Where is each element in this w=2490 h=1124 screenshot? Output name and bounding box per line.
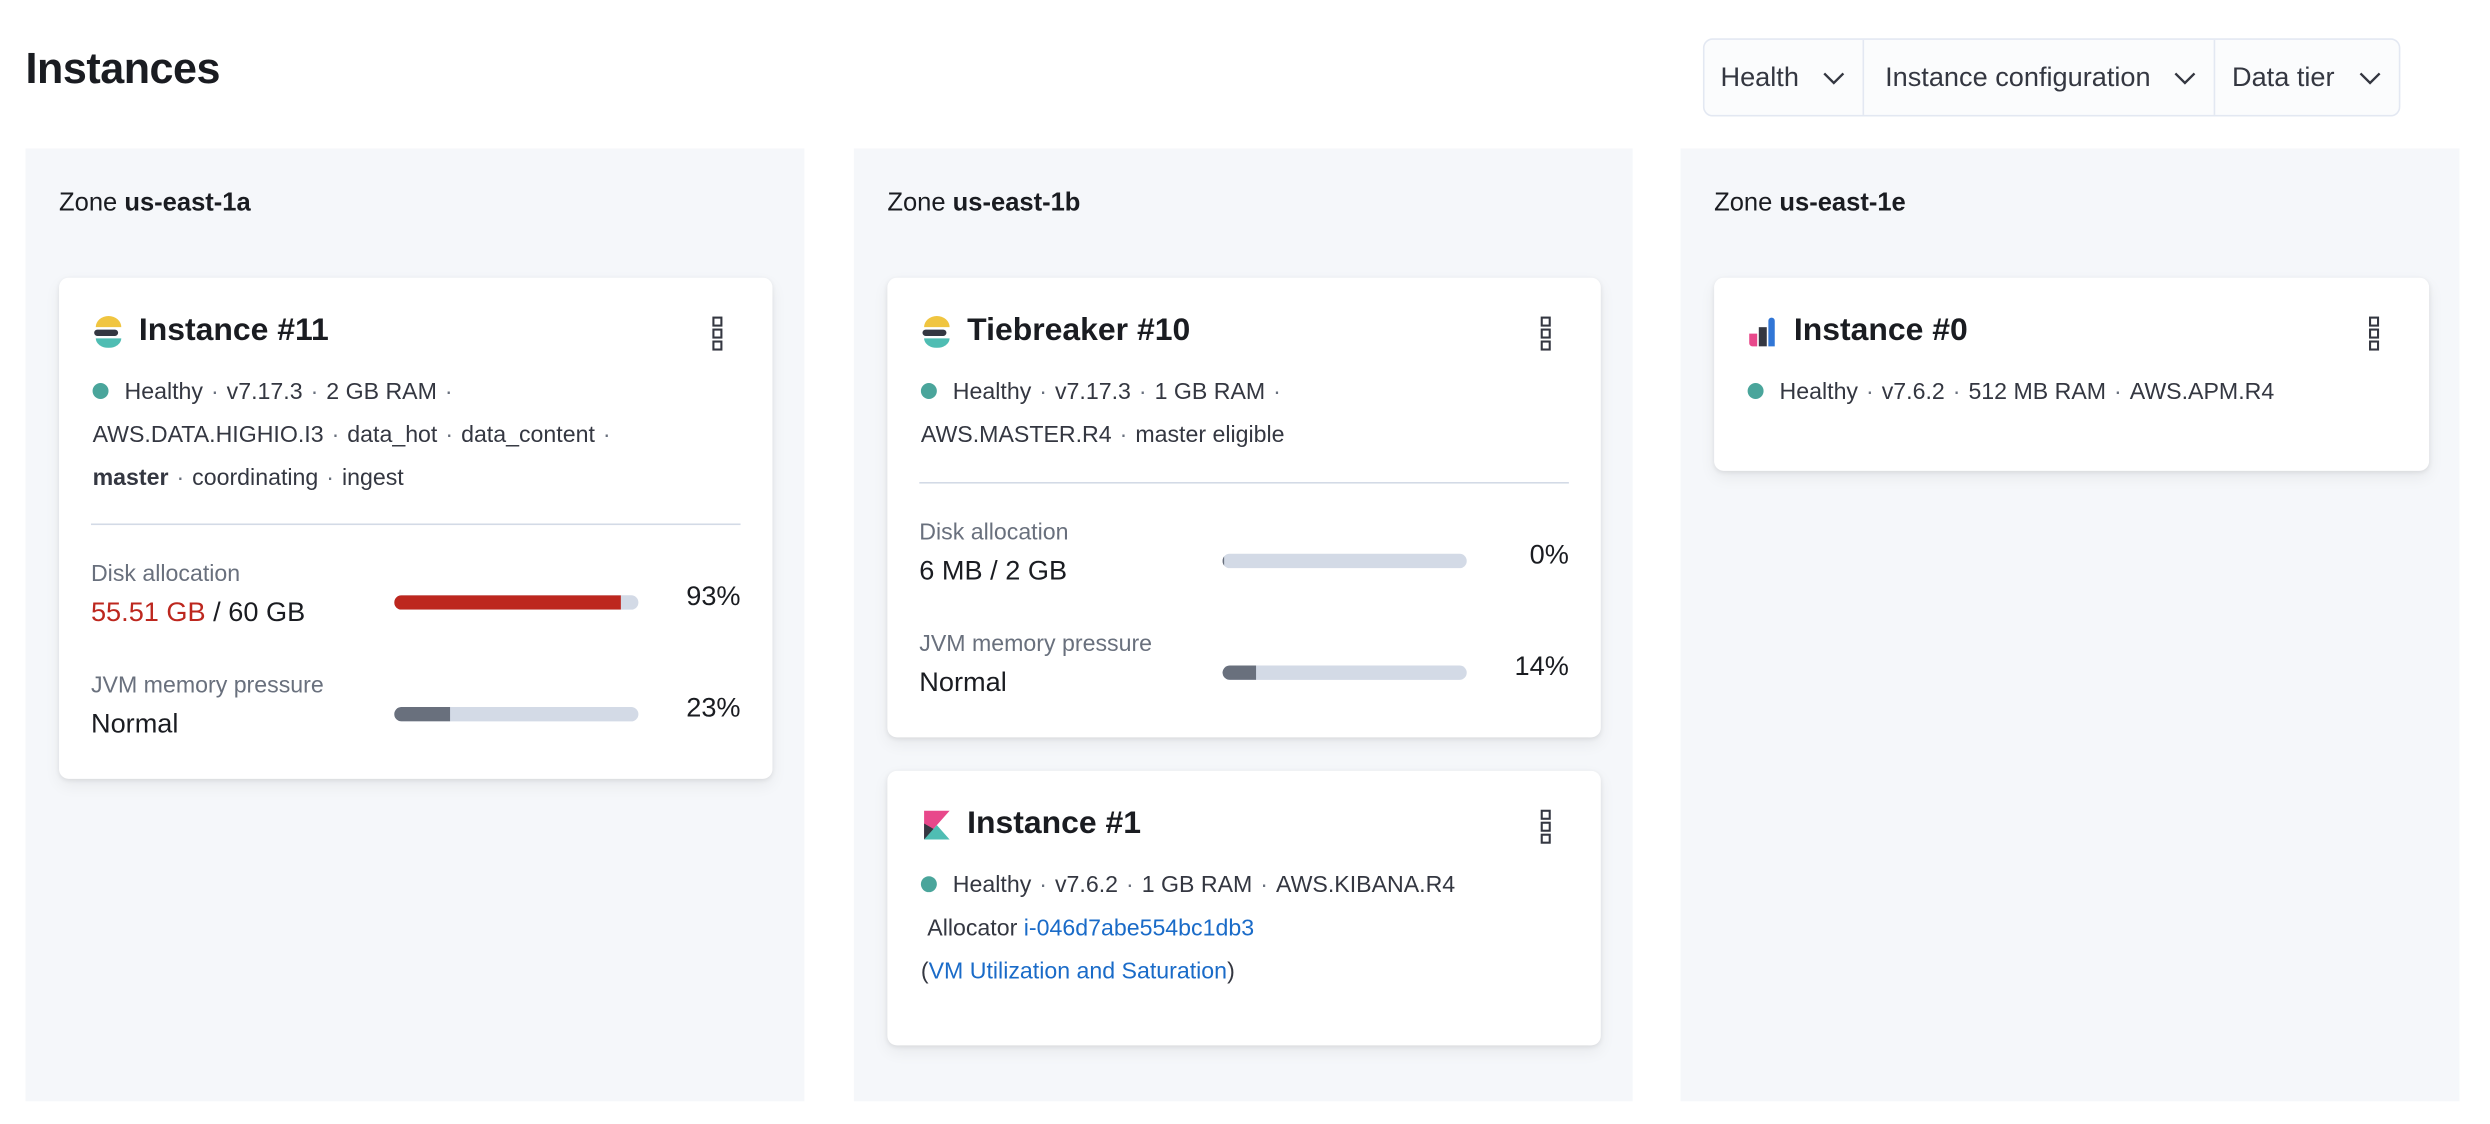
instance-title: Instance #1 [967,805,1142,842]
jvm-memory-metric: JVM memory pressure Normal 23% [90,673,741,739]
instance-meta: Healthy · v7.17.3 · 2 GB RAM · AWS.DATA.HIGHI… [92,379,611,492]
jvm-progress-bar [394,707,639,722]
instance-card: Instance #1 Healthy · v7.6.2 · 1 GB RAM · AWS.… [887,770,1601,1046]
jvm-progress-bar [1222,665,1467,680]
more-actions-icon[interactable] [1540,809,1553,844]
progress-fill [1222,665,1257,680]
progress-fill [394,595,622,610]
jvm-memory-metric: JVM memory pressure Normal 14% [919,632,1569,698]
zone-label: Zone us-east-1e [1714,189,1906,218]
divider [919,481,1569,484]
instance-meta: Healthy · v7.6.2 · 512 MB RAM · AWS.APM.R4 [1747,372,2398,415]
chevron-down-icon [2359,71,2381,84]
zone-us-east-1a: Zone us-east-1a Instance #11 Healthy · v7.… [25,148,805,1102]
chevron-down-icon [1823,71,1845,84]
zone-us-east-1b: Zone us-east-1b Tiebreaker #10 Healthy · v… [853,148,1633,1102]
instance-meta: Healthy · v7.17.3 · 1 GB RAM · AWS.MASTER.R4 ·… [920,379,1285,449]
instance-configuration-filter-button[interactable]: Instance configuration [1864,39,2217,115]
filter-group: Health Instance configuration Data tier [1702,38,2400,117]
divider [90,523,741,526]
zone-us-east-1e: Zone us-east-1e Instance #0 Healthy · v7.6… [1680,148,2460,1102]
zone-label: Zone us-east-1a [59,189,251,218]
filter-label: Instance configuration [1885,61,2151,92]
instance-meta: Healthy · v7.6.2 · 1 GB RAM · AWS.KIBANA.R4 Al… [920,873,1456,985]
data-tier-filter-button[interactable]: Data tier [2216,40,2398,115]
health-status-dot [920,876,937,893]
instance-card: Instance #0 Healthy · v7.6.2 · 512 MB RAM · AW… [1714,277,2430,471]
more-actions-icon[interactable] [1540,316,1553,351]
instance-title: Instance #0 [1793,312,1968,348]
allocator-link[interactable]: i-046d7abe554bc1db3 [1023,916,1255,942]
tiebreaker-card: Tiebreaker #10 Healthy · v7.17.3 · 1 GB RAM ·… [887,277,1601,738]
health-status-dot [1747,383,1764,399]
disk-allocation-metric: Disk allocation 6 MB / 2 GB 0% [919,520,1569,586]
apm-logo-icon [1749,316,1775,346]
health-filter-button[interactable]: Health [1705,39,1865,115]
progress-fill [1222,553,1224,569]
filter-label: Data tier [2231,61,2335,92]
health-status-dot [920,383,937,399]
chevron-down-icon [2175,71,2197,84]
more-actions-icon[interactable] [2368,316,2381,351]
vm-utilization-link[interactable]: VM Utilization and Saturation [928,959,1228,985]
instance-card: Instance #11 Healthy · v7.17.3 · 2 GB RAM · A… [59,277,773,779]
more-actions-icon[interactable] [712,316,725,351]
elasticsearch-logo-icon [922,315,950,348]
disk-progress-bar [1222,553,1467,569]
kibana-logo-icon [924,809,950,839]
disk-allocation-metric: Disk allocation 55.51 GB / 60 GB 93% [90,561,741,628]
page-title: Instances [25,44,221,93]
instance-title: Instance #11 [138,312,329,348]
instance-title: Tiebreaker #10 [967,312,1191,348]
disk-progress-bar [394,595,639,610]
progress-fill [394,707,451,722]
health-status-dot [92,383,109,399]
filter-label: Health [1720,61,1799,92]
elasticsearch-logo-icon [94,315,122,348]
zone-label: Zone us-east-1b [887,189,1081,218]
